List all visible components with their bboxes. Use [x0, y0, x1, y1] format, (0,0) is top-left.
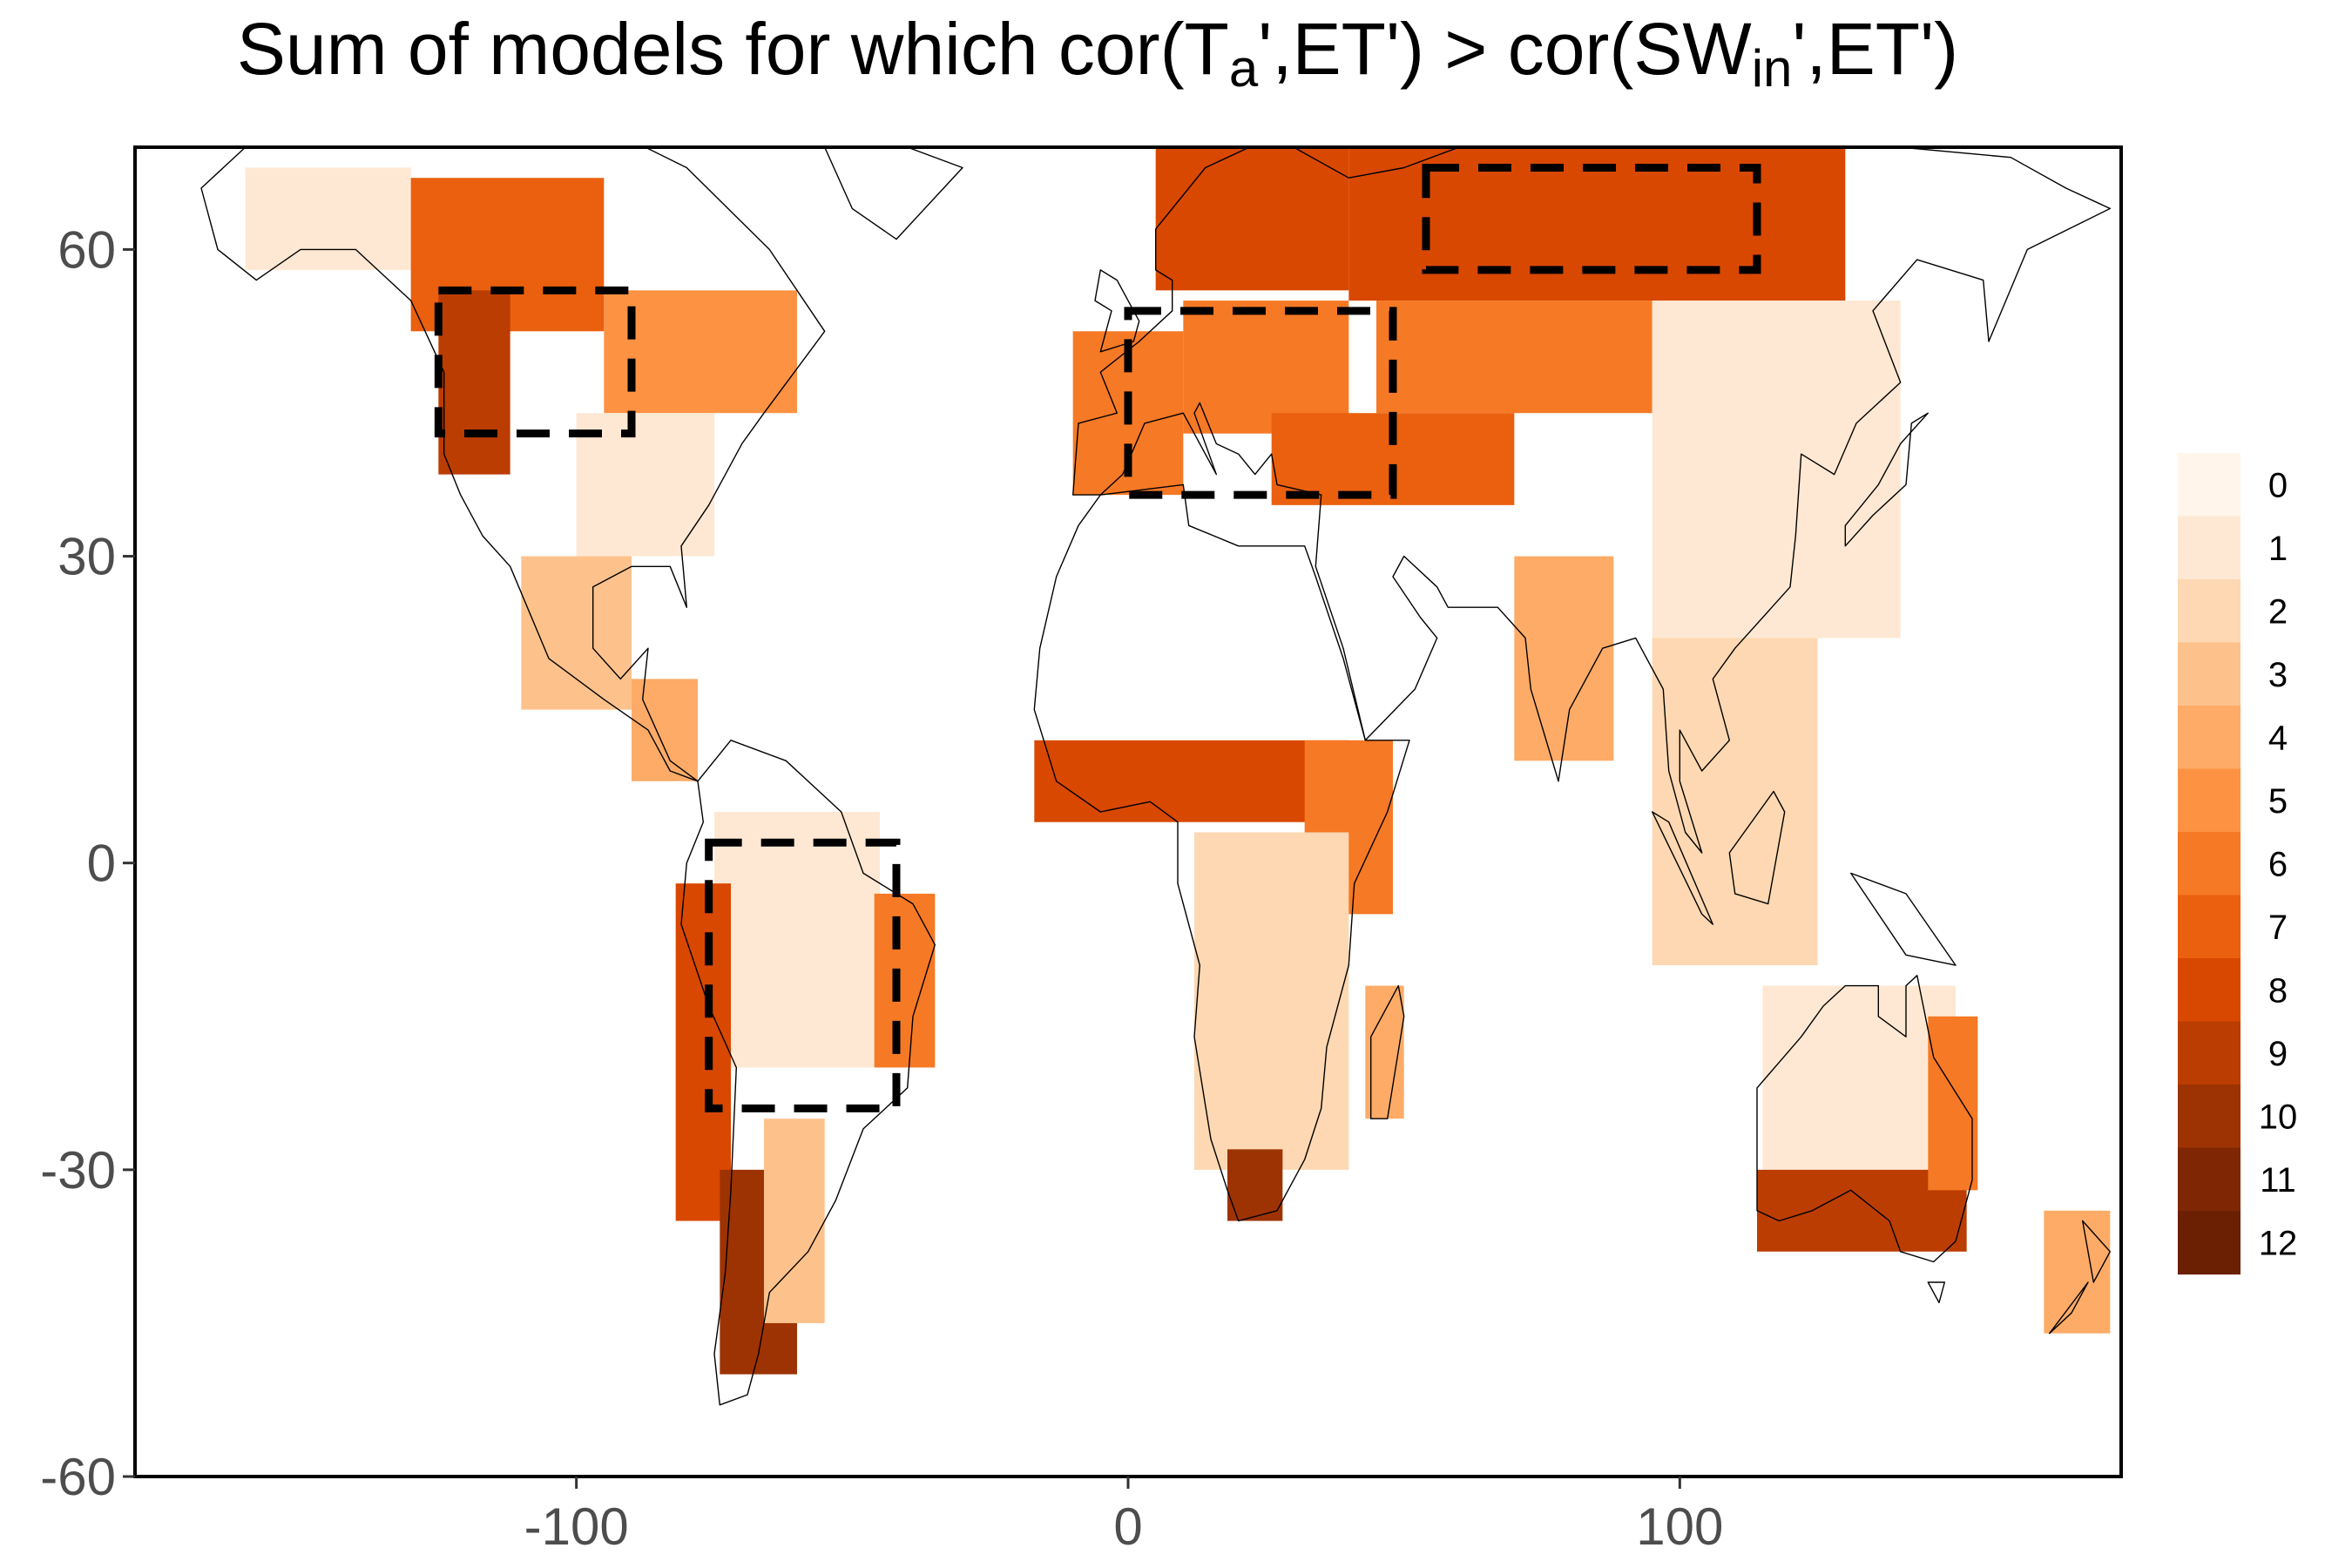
legend-swatch: [2178, 1211, 2240, 1275]
region-cell: [1227, 1149, 1283, 1221]
region-cell: [604, 290, 797, 414]
legend-swatch: [2178, 958, 2240, 1023]
region-cell: [1365, 985, 1404, 1119]
coastline-eurasia: [1072, 147, 2111, 854]
legend-swatch: [2178, 1085, 2240, 1149]
legend-swatch: [2178, 832, 2240, 896]
legend-swatch: [2178, 706, 2240, 770]
coastline-new-guinea: [1850, 872, 1957, 966]
coastline-new-zealand-north: [2082, 1220, 2111, 1283]
legend-label: 0: [2268, 466, 2288, 504]
region-cell: [714, 812, 880, 1068]
coastline-africa: [1033, 483, 1410, 1222]
coastline-new-zealand-south: [2049, 1281, 2089, 1335]
legend-swatch: [2178, 453, 2240, 517]
coastline-japan: [1844, 412, 1929, 547]
region-cell: [1194, 832, 1349, 1170]
region-cell: [1652, 301, 1901, 639]
legend-label: 11: [2260, 1161, 2296, 1200]
chart-title: Sum of models for which cor(Ta',ET') > c…: [236, 8, 1959, 98]
x-tick-label: -100: [524, 1497, 629, 1556]
data-cells: [245, 147, 2111, 1375]
region-boxes: [434, 163, 1761, 1112]
dashed-region-box: [1124, 307, 1397, 499]
dashed-region-box: [1422, 163, 1761, 274]
region-cell: [438, 290, 510, 475]
coastline-north-america: [200, 147, 826, 782]
legend-label: 10: [2259, 1098, 2298, 1136]
coastline-australia: [1756, 975, 1973, 1263]
axes: -100 0 100 -60 -30 0 30 60: [40, 220, 1723, 1556]
legend-swatch: [2178, 768, 2240, 833]
dashed-region-box: [434, 286, 636, 438]
region-cell: [632, 679, 698, 781]
legend-swatch: [2178, 895, 2240, 959]
y-tick-label: 30: [57, 528, 116, 586]
region-cell: [245, 167, 411, 270]
region-cell: [1928, 1016, 1978, 1191]
legend-label: 6: [2268, 845, 2288, 883]
region-cell: [1034, 740, 1349, 822]
legend-swatch: [2178, 579, 2240, 644]
y-tick-label: 0: [87, 835, 116, 893]
region-cell: [1514, 556, 1614, 761]
region-cell: [1762, 985, 1956, 1170]
region-cell: [1155, 147, 1349, 291]
legend-swatch: [2178, 642, 2240, 706]
region-cell: [1652, 638, 1818, 966]
legend-label: 8: [2268, 971, 2288, 1010]
legend-label: 12: [2259, 1224, 2298, 1262]
legend-label: 9: [2268, 1035, 2288, 1073]
region-cell: [675, 883, 731, 1221]
region-cell: [1183, 301, 1349, 434]
dashed-region-box: [705, 838, 901, 1112]
region-cell: [1348, 147, 1846, 301]
legend-label: 7: [2268, 909, 2288, 947]
coastline-greenland: [824, 147, 963, 240]
coastline-borneo: [1728, 790, 1786, 905]
coastlines: [200, 147, 2111, 1406]
x-tick-label: 100: [1636, 1497, 1723, 1556]
y-tick-label: -30: [40, 1141, 116, 1200]
legend-label: 4: [2268, 719, 2288, 757]
legend-swatch: [2178, 516, 2240, 580]
region-cell: [2044, 1210, 2111, 1334]
x-tick-label: 0: [1113, 1497, 1142, 1556]
coastline-tasmania: [1927, 1281, 1945, 1304]
coastline-madagascar: [1370, 984, 1405, 1119]
y-tick-label: 60: [57, 220, 116, 279]
y-tick-label: -60: [40, 1448, 116, 1506]
region-cell: [1376, 301, 1652, 414]
region-cell: [764, 1119, 825, 1323]
coastline-sumatra: [1652, 811, 1713, 925]
legend-label: 2: [2268, 592, 2288, 631]
legend-label: 3: [2268, 656, 2288, 694]
legend-swatch: [2178, 1021, 2240, 1085]
region-cell: [521, 556, 632, 710]
legend-swatch: [2178, 1147, 2240, 1212]
region-cell: [874, 893, 936, 1068]
legend-label: 5: [2268, 782, 2288, 821]
legend-label: 1: [2268, 530, 2288, 568]
coastline-uk: [1094, 269, 1140, 353]
